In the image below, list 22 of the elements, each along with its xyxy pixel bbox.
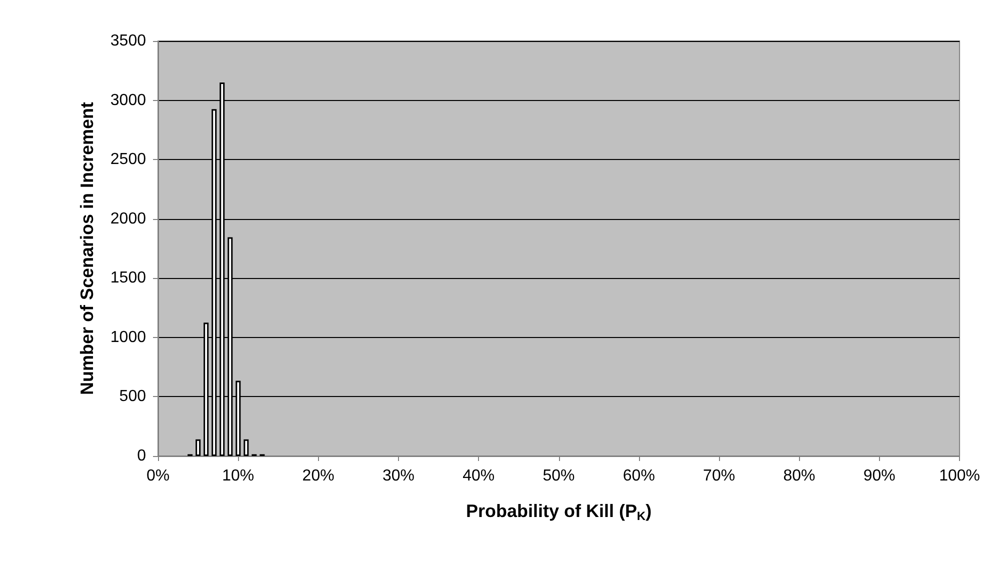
x-tick-label: 40% [462, 468, 495, 484]
bar [196, 439, 201, 456]
y-tick-label: 3000 [110, 92, 146, 109]
y-tick-label: 1000 [110, 328, 146, 346]
x-tick-label: 80% [783, 468, 816, 484]
y-tick-label: 2000 [110, 210, 146, 228]
x-tick-label: 10% [222, 468, 254, 484]
x-tick-label: 20% [302, 468, 334, 484]
x-tick-label: 100% [939, 468, 980, 484]
y-tick-label: 500 [119, 388, 146, 406]
x-tick-label: 30% [382, 468, 414, 484]
x-tick-label: 0% [146, 468, 170, 484]
x-tick-label: 70% [703, 468, 736, 484]
x-tick-label: 90% [863, 468, 896, 484]
bar [244, 439, 249, 456]
x-tick-label: 50% [542, 468, 575, 484]
y-tick-label: 3500 [110, 32, 146, 50]
y-tick-label: 2500 [110, 151, 146, 168]
x-tick-label: 60% [622, 468, 655, 484]
y-tick-label: 0 [137, 448, 146, 464]
y-tick-label: 1500 [110, 270, 146, 287]
y-axis-title: Number of Scenarios in Increment [77, 102, 97, 396]
